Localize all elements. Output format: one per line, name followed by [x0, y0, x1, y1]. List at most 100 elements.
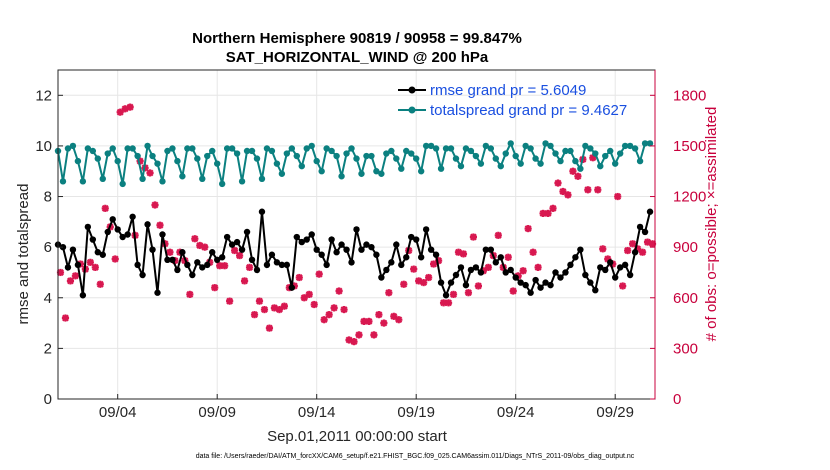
totalspread-point	[59, 178, 67, 185]
totalspread-point	[273, 160, 281, 167]
rmse-point	[333, 249, 340, 256]
rmse-point	[572, 254, 579, 261]
rmse-point	[602, 266, 609, 274]
totalspread-point	[403, 147, 410, 155]
totalspread-point	[149, 152, 156, 160]
obs-assimilated-point	[91, 263, 99, 271]
obs-assimilated-point	[624, 246, 632, 255]
x-tick-label: 09/19	[397, 404, 435, 421]
totalspread-point	[114, 157, 121, 165]
totalspread-point	[253, 155, 261, 162]
chart-title: Northern Hemisphere 90819 / 90958 = 99.8…	[192, 30, 522, 47]
totalspread-point	[238, 178, 246, 185]
obs-assimilated-point	[186, 290, 194, 298]
y-left-tick-label: 2	[44, 340, 52, 357]
rmse-point	[174, 266, 181, 274]
obs-assimilated-point	[116, 108, 124, 116]
totalspread-point	[323, 145, 330, 152]
obs-assimilated-point	[275, 305, 283, 314]
x-tick-label: 09/09	[198, 404, 236, 421]
totalspread-point	[472, 152, 480, 160]
obs-assimilated-point	[484, 263, 492, 271]
totalspread-point	[532, 155, 539, 162]
totalspread-point	[636, 157, 644, 165]
rmse-point	[228, 241, 236, 248]
rmse-point	[69, 246, 77, 253]
obs-assimilated-point	[395, 316, 403, 324]
rmse-point	[278, 261, 286, 269]
totalspread-point	[209, 147, 216, 155]
totalspread-point	[94, 155, 102, 162]
x-tick-label: 09/14	[298, 404, 336, 421]
x-axis-label: Sep.01,2011 00:00:00 start	[267, 428, 448, 445]
obs-assimilated-point	[619, 282, 627, 290]
obs-assimilated-point	[191, 235, 199, 243]
obs-assimilated-point	[126, 103, 134, 111]
totalspread-point	[358, 170, 365, 177]
rmse-point	[189, 271, 196, 279]
rmse-point	[263, 261, 271, 269]
rmse-point	[323, 261, 330, 269]
rmse-point	[273, 259, 281, 266]
totalspread-point	[542, 140, 549, 147]
legend: rmse grand pr = 5.6049 totalspread grand…	[398, 82, 627, 119]
rmse-point	[84, 223, 92, 231]
totalspread-point	[452, 155, 460, 162]
totalspread-point	[283, 150, 291, 157]
totalspread-point	[408, 150, 415, 157]
obs-assimilated-point	[549, 204, 557, 212]
obs-assimilated-point	[260, 305, 269, 314]
x-tick-label: 09/24	[497, 404, 535, 421]
totalspread-point	[99, 175, 106, 183]
obs-assimilated-point	[400, 280, 408, 288]
totalspread-point	[79, 178, 87, 185]
totalspread-point	[84, 145, 92, 152]
rmse-point	[253, 266, 261, 274]
rmse-point	[467, 266, 475, 274]
totalspread-point	[134, 152, 141, 160]
rmse-point	[373, 251, 380, 258]
y-right-tick-label: 1500	[673, 138, 706, 155]
obs-assimilated-point	[594, 186, 602, 194]
rmse-point	[492, 259, 499, 266]
rmse-point	[432, 251, 440, 258]
totalspread-point	[164, 147, 171, 155]
totalspread-point	[567, 147, 574, 155]
totalspread-point	[482, 142, 490, 150]
rmse-point	[328, 236, 335, 243]
y-right-tick-label: 1200	[673, 189, 706, 206]
totalspread-point	[223, 145, 231, 152]
obs-assimilated-point	[599, 245, 607, 253]
rmse-point	[517, 279, 524, 286]
rmse-point	[144, 221, 151, 228]
obs-assimilated-point	[459, 250, 468, 258]
totalspread-point	[592, 150, 599, 157]
rmse-point	[348, 259, 355, 266]
totalspread-point	[308, 142, 315, 150]
rmse-point	[159, 231, 166, 238]
rmse-point	[209, 249, 216, 256]
totalspread-point	[124, 145, 131, 152]
obs-assimilated-point	[444, 299, 453, 307]
obs-assimilated-point	[519, 267, 527, 275]
totalspread-point	[214, 160, 221, 167]
totalspread-point	[179, 173, 186, 180]
data-file-footnote: data file: /Users/raeder/DAI/ATM_forcXX/…	[196, 453, 635, 460]
obs-assimilated-point	[86, 258, 94, 266]
rmse-point	[248, 256, 256, 264]
obs-assimilated-point	[574, 172, 582, 180]
totalspread-point	[427, 142, 435, 150]
grid	[58, 70, 655, 400]
rmse-point	[243, 228, 251, 236]
rmse-point	[502, 269, 509, 276]
obs-assimilated-point	[449, 290, 458, 298]
obs-assimilated-point	[245, 263, 254, 271]
rmse-point	[592, 286, 599, 294]
y-left-tick-label: 4	[44, 290, 52, 307]
totalspread-point	[597, 162, 604, 170]
totalspread-point	[527, 145, 534, 152]
totalspread-point	[218, 180, 226, 188]
obs-assimilated-point	[111, 255, 119, 263]
obs-assimilated-point	[425, 273, 433, 282]
totalspread-point	[477, 160, 485, 167]
